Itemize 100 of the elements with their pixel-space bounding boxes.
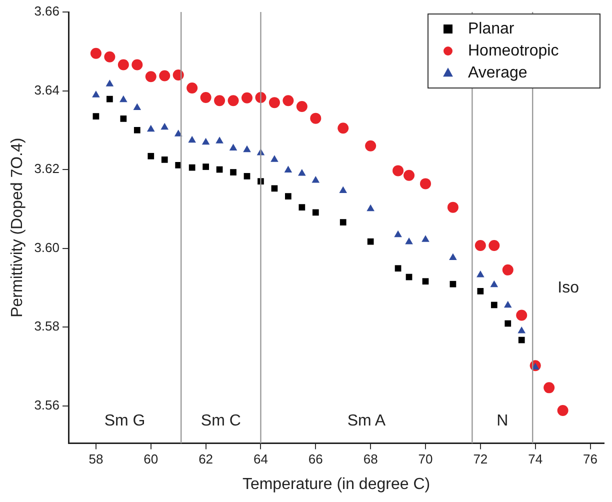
point: [420, 178, 431, 190]
point: [450, 280, 456, 288]
point: [447, 202, 458, 213]
point: [92, 90, 100, 98]
point: [132, 59, 143, 70]
x-tick-label: 62: [198, 452, 214, 467]
annotation: N: [496, 412, 508, 430]
x-tick-label: 66: [308, 452, 323, 467]
point: [296, 101, 308, 112]
point: [242, 92, 252, 104]
point: [270, 155, 278, 162]
point: [160, 122, 169, 130]
annotation: Iso: [558, 279, 580, 296]
y-tick-label: 3.64: [34, 82, 60, 98]
point: [504, 320, 512, 327]
point: [202, 138, 210, 145]
annotation: Sm C: [200, 412, 241, 430]
point: [392, 165, 404, 176]
point: [174, 130, 182, 136]
legend-label: Homeotropic: [468, 42, 559, 60]
point: [202, 164, 209, 170]
y-tick-label: 3.60: [34, 240, 60, 255]
point: [340, 219, 346, 226]
x-tick-label: 64: [254, 452, 268, 467]
annotation: Sm G: [104, 412, 146, 430]
point: [106, 80, 114, 86]
point: [186, 82, 198, 94]
point: [422, 278, 429, 285]
legend-label: Planar: [468, 20, 515, 38]
point: [366, 204, 374, 212]
point: [120, 116, 127, 122]
point: [229, 144, 238, 150]
point: [214, 95, 226, 106]
point: [159, 70, 170, 82]
point: [518, 336, 525, 344]
point: [312, 209, 319, 216]
point: [104, 51, 116, 62]
legend-label: Average: [468, 64, 528, 82]
point: [216, 136, 224, 144]
y-tick-label: 3.62: [34, 161, 60, 176]
x-tick-label: 58: [88, 452, 104, 467]
point: [188, 136, 196, 143]
x-tick-label: 76: [583, 452, 598, 467]
point: [243, 145, 251, 152]
point: [285, 193, 292, 200]
y-tick-label: 3.66: [34, 4, 60, 19]
point: [188, 164, 196, 171]
point: [145, 71, 156, 82]
point: [476, 270, 484, 278]
x-tick-label: 70: [418, 452, 433, 467]
y-tick-label: 3.56: [34, 397, 60, 412]
point: [298, 168, 306, 176]
point: [518, 326, 526, 334]
point: [490, 280, 498, 288]
point: [404, 170, 415, 181]
point: [422, 235, 430, 242]
point: [474, 240, 486, 252]
y-axis-title: Permittivity (Doped 7O.4): [9, 138, 26, 318]
x-tick-label: 68: [363, 452, 378, 467]
point: [282, 95, 294, 106]
point: [268, 97, 280, 108]
point: [516, 310, 528, 321]
point: [365, 140, 376, 152]
point: [367, 238, 374, 245]
point: [394, 265, 402, 272]
x-tick-label: 72: [473, 452, 488, 467]
y-tick-label: 3.58: [34, 318, 60, 334]
point: [298, 204, 306, 210]
point: [477, 288, 484, 294]
point: [502, 264, 514, 276]
point: [146, 124, 155, 132]
point: [200, 92, 212, 103]
point: [148, 152, 154, 160]
point: [134, 126, 140, 134]
point: [531, 362, 540, 370]
point: [394, 230, 402, 238]
point: [90, 48, 102, 59]
point: [449, 253, 457, 260]
point: [118, 59, 129, 70]
point: [339, 186, 348, 194]
point: [557, 405, 568, 416]
point: [106, 96, 113, 102]
point: [133, 103, 142, 110]
point: [490, 302, 498, 308]
point: [284, 166, 292, 173]
x-tick-label: 60: [144, 452, 158, 467]
point: [271, 185, 278, 192]
point: [310, 112, 322, 124]
point: [161, 156, 168, 163]
point: [504, 300, 512, 308]
x-tick-label: 74: [528, 452, 543, 467]
point: [230, 169, 236, 176]
point: [338, 122, 349, 134]
point: [120, 95, 128, 102]
point: [405, 237, 413, 244]
point: [228, 95, 239, 106]
point: [244, 173, 250, 180]
point: [312, 176, 320, 183]
point: [544, 382, 555, 394]
x-axis-title: Temperature (in degree C): [242, 476, 430, 493]
